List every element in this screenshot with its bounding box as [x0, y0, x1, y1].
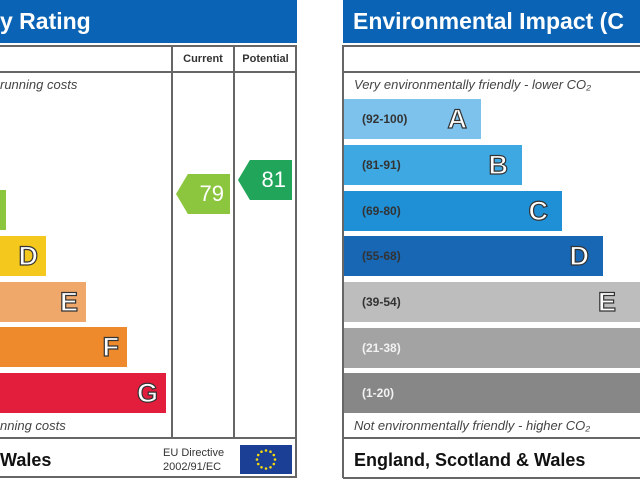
potential-rating-value: 81 — [261, 167, 286, 192]
environment-title: Environmental Impact (C — [353, 8, 624, 34]
energy-band-d: D — [0, 236, 46, 276]
eu-star — [255, 458, 259, 461]
environment-header: Environmental Impact (C — [343, 0, 640, 43]
environment-band-2: (81-91) B — [344, 145, 522, 185]
band-letter: A — [447, 103, 468, 134]
divider — [0, 45, 297, 47]
band-letter: F — [102, 331, 120, 362]
energy-top-text: running costs — [0, 77, 78, 92]
energy-footer: Wales — [0, 450, 52, 470]
potential-rating-tag: 81 — [238, 160, 292, 200]
band-range: (1-20) — [362, 386, 395, 400]
divider — [343, 477, 640, 479]
energy-frame — [0, 45, 297, 478]
band-range: (81-91) — [362, 158, 401, 172]
eu-star — [264, 467, 268, 470]
divider — [171, 45, 173, 438]
energy-band-g: G — [0, 373, 166, 413]
energy-title: y Rating — [0, 8, 91, 34]
eu-star — [272, 462, 276, 466]
divider — [343, 71, 640, 73]
current-rating-value: 79 — [199, 181, 224, 206]
energy-bottom-text: nning costs — [0, 418, 66, 433]
eu-star — [273, 458, 277, 461]
environment-band-1: (92-100) A — [344, 99, 481, 139]
divider — [343, 45, 640, 47]
energy-rating-header: y Rating — [0, 0, 297, 43]
eu-directive-line1: EU Directive — [163, 447, 225, 459]
eu-flag-icon — [240, 445, 292, 474]
divider — [233, 45, 235, 438]
environment-top-text: Very environmentally friendly - lower CO… — [354, 77, 592, 92]
environment-band-4: (55-68) D — [344, 236, 603, 276]
environment-band-7: (1-20) — [344, 373, 640, 413]
band-range: (39-54) — [362, 295, 401, 309]
band-letter: D — [569, 240, 590, 271]
eu-star — [264, 449, 268, 452]
eu-star — [260, 450, 263, 454]
band-letter: C — [528, 195, 549, 226]
band-letter: E — [59, 286, 78, 317]
column-header-potential: Potential — [242, 53, 289, 65]
eu-star — [260, 465, 263, 469]
eu-star — [269, 450, 272, 454]
eu-directive-line2: 2002/91/EC — [163, 461, 222, 473]
eu-star — [256, 462, 260, 466]
energy-band-f: F — [0, 327, 127, 367]
band-range: (55-68) — [362, 249, 401, 263]
environment-band-6: (21-38) — [344, 328, 640, 368]
band-range: (92-100) — [362, 112, 408, 126]
current-rating-tag: 79 — [176, 174, 230, 214]
divider — [343, 437, 640, 439]
eu-star — [256, 453, 260, 457]
environment-footer: England, Scotland & Wales — [354, 450, 586, 470]
environment-band-3: (69-80) C — [344, 191, 562, 231]
band-letter: G — [136, 377, 158, 408]
divider — [0, 437, 297, 439]
environment-band-5: (39-54) E — [344, 282, 640, 322]
divider — [0, 71, 297, 73]
band-letter: B — [488, 149, 509, 180]
band-letter: E — [597, 286, 617, 317]
eu-star — [272, 453, 276, 457]
divider — [342, 45, 344, 478]
eu-star — [269, 465, 272, 469]
energy-band-c — [0, 190, 6, 230]
column-header-current: Current — [183, 53, 223, 65]
energy-band-e: E — [0, 282, 86, 322]
eu-directive: EU Directive 2002/91/EC — [163, 446, 224, 474]
environment-bottom-text: Not environmentally friendly - higher CO… — [354, 418, 591, 433]
band-range: (21-38) — [362, 341, 401, 355]
band-range: (69-80) — [362, 204, 401, 218]
band-letter: D — [18, 240, 39, 271]
